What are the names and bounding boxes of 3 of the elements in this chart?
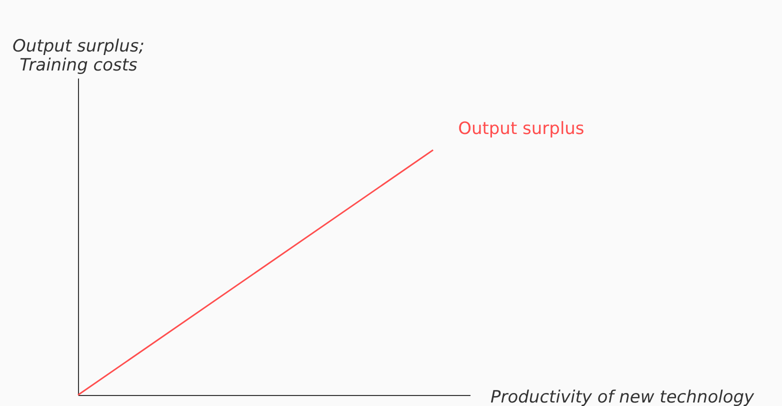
x-axis-title: Productivity of new technology (490, 388, 756, 406)
series-label: Output surplus (458, 119, 584, 140)
y-axis-title: Output surplus; Training costs (12, 36, 144, 76)
